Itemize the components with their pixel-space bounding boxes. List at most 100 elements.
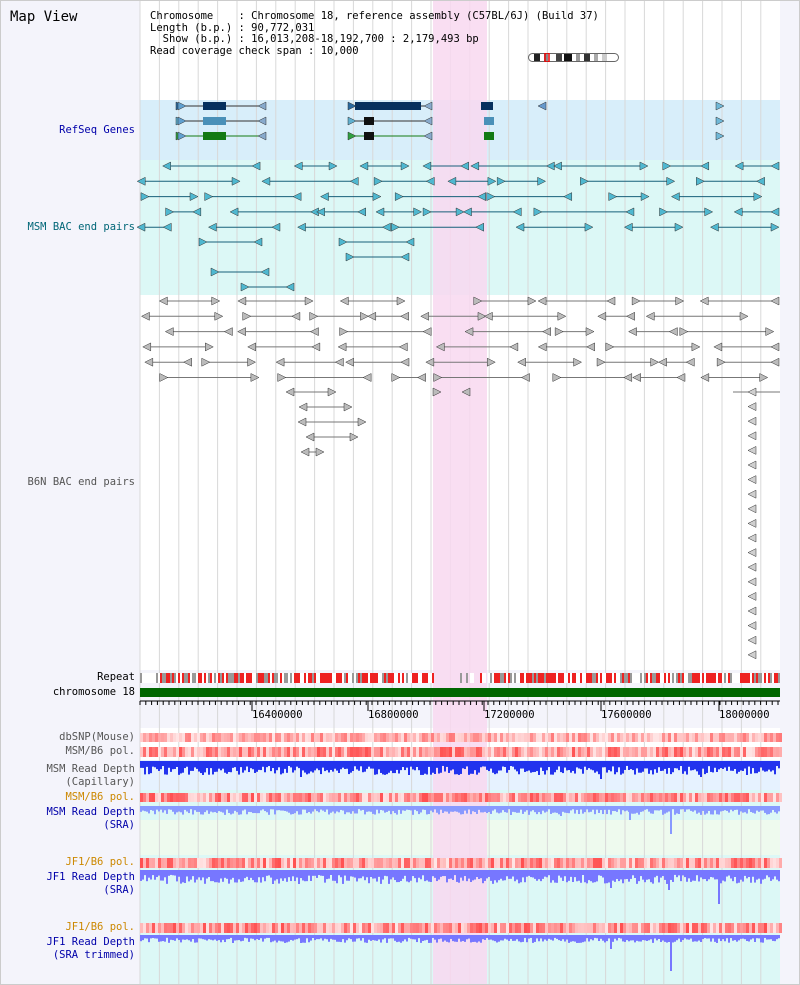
read-depth-bar [566, 806, 568, 813]
read-depth-bar [570, 935, 572, 942]
bac-end-marker [770, 342, 780, 352]
read-depth-bar [248, 870, 250, 881]
read-depth-bar [374, 935, 376, 941]
polymorphism-density-cell [530, 733, 533, 742]
read-depth-bar [700, 806, 702, 815]
polymorphism-density-cell [599, 793, 602, 802]
repeat-segment [222, 673, 224, 683]
read-depth-bar [146, 761, 148, 767]
read-depth-bar [356, 935, 358, 939]
repeat-segment [164, 673, 166, 683]
jf1-b6-pol-label[interactable]: JF1/B6 pol. [65, 856, 135, 868]
bac-end-marker [520, 373, 530, 382]
polymorphism-density-cell [440, 747, 443, 757]
read-depth-bar [754, 806, 756, 814]
read-depth-bar [620, 935, 622, 939]
read-depth-bar [574, 806, 576, 814]
polymorphism-density-cell [485, 733, 488, 742]
read-depth-bar [280, 761, 282, 775]
bac-end-marker [298, 402, 308, 412]
polymorphism-density-cell [341, 733, 344, 742]
polymorphism-density-cell [230, 858, 233, 868]
msm-b6-pol-label[interactable]: MSM/B6 pol. [65, 745, 135, 757]
read-depth-bar [276, 806, 278, 811]
read-depth-bar [368, 870, 370, 884]
read-depth-bar [426, 761, 428, 775]
read-depth-spike [430, 870, 432, 882]
polymorphism-density-cell [767, 923, 770, 933]
show-key: Show (b.p.) [162, 33, 233, 45]
read-depth-bar [550, 806, 552, 814]
repeat-segment [516, 673, 518, 683]
bac-end-marker [394, 192, 404, 202]
polymorphism-density-cell [545, 793, 548, 802]
read-depth-bar [238, 870, 240, 880]
polymorphism-density-cell [350, 858, 353, 868]
bac-end-marker [311, 342, 321, 352]
read-depth-bar [778, 806, 780, 812]
read-depth-bar [390, 806, 392, 815]
bac-end-marker [639, 161, 649, 171]
repeat-segment [558, 673, 560, 683]
bac-end-marker [645, 311, 655, 321]
read-depth-bar [402, 870, 404, 879]
polymorphism-density-cell [386, 793, 389, 802]
polymorphism-density-cell [554, 793, 557, 802]
read-depth-bar [530, 761, 532, 773]
repeat-segment [488, 673, 490, 683]
read-depth-bar [342, 935, 344, 940]
read-depth-bar [482, 935, 484, 940]
polymorphism-density-cell [305, 793, 308, 802]
read-depth-bar [192, 870, 194, 877]
read-depth-bar [290, 870, 292, 882]
polymorphism-density-cell [602, 747, 605, 757]
dbsnp-label[interactable]: dbSNP(Mouse) [59, 731, 135, 743]
read-depth-bar [664, 870, 666, 880]
read-depth-bar [414, 806, 416, 810]
chromosome-ideogram[interactable] [528, 53, 620, 62]
jf1-depth-trimmed-label[interactable]: JF1 Read Depth [46, 936, 135, 948]
polymorphism-density-cell [239, 733, 242, 742]
read-depth-bar [324, 870, 326, 883]
read-depth-bar [384, 806, 386, 813]
read-depth-bar [770, 761, 772, 772]
read-depth-bar [278, 935, 280, 941]
polymorphism-density-cell [155, 793, 158, 802]
msm-depth-capillary-label[interactable]: MSM Read Depth [46, 763, 135, 775]
repeat-segment [236, 673, 238, 683]
bac-end-marker [486, 192, 496, 202]
read-depth-bar [550, 935, 552, 940]
polymorphism-density-cell [362, 793, 365, 802]
polymorphism-density-cell [341, 793, 344, 802]
polymorphism-density-cell [503, 733, 506, 742]
repeat-segment [152, 673, 154, 683]
read-depth-bar [474, 935, 476, 942]
repeat-segment [482, 673, 484, 683]
polymorphism-density-cell [512, 733, 515, 742]
msm-b6-pol-sra-label[interactable]: MSM/B6 pol. [65, 791, 135, 803]
polymorphism-density-cell [488, 747, 491, 757]
refseq-genes-label[interactable]: RefSeq Genes [59, 124, 135, 136]
polymorphism-density-cell [281, 858, 284, 868]
read-depth-bar [318, 870, 320, 876]
read-depth-bar [596, 761, 598, 772]
repeat-segment [724, 673, 726, 683]
read-depth-bar [198, 870, 200, 878]
read-depth-bar [236, 761, 238, 771]
msm-bac-label[interactable]: MSM BAC end pairs [27, 221, 135, 233]
polymorphism-density-cell [761, 747, 764, 757]
msm-depth-sra-label[interactable]: MSM Read Depth [46, 806, 135, 818]
b6n-bac-label[interactable]: B6N BAC end pairs [27, 476, 135, 488]
read-depth-bar [198, 935, 200, 939]
polymorphism-density-cell [719, 733, 722, 742]
jf1-b6-pol-trimmed-label[interactable]: JF1/B6 pol. [65, 921, 135, 933]
repeat-segment [670, 673, 672, 683]
jf1-depth-sra-label[interactable]: JF1 Read Depth [46, 871, 135, 883]
read-depth-bar [210, 761, 212, 769]
read-depth-bar [146, 870, 148, 882]
polymorphism-density-cell [353, 747, 356, 757]
polymorphism-density-cell [740, 793, 743, 802]
read-depth-bar [496, 935, 498, 943]
read-depth-bar [202, 761, 204, 775]
